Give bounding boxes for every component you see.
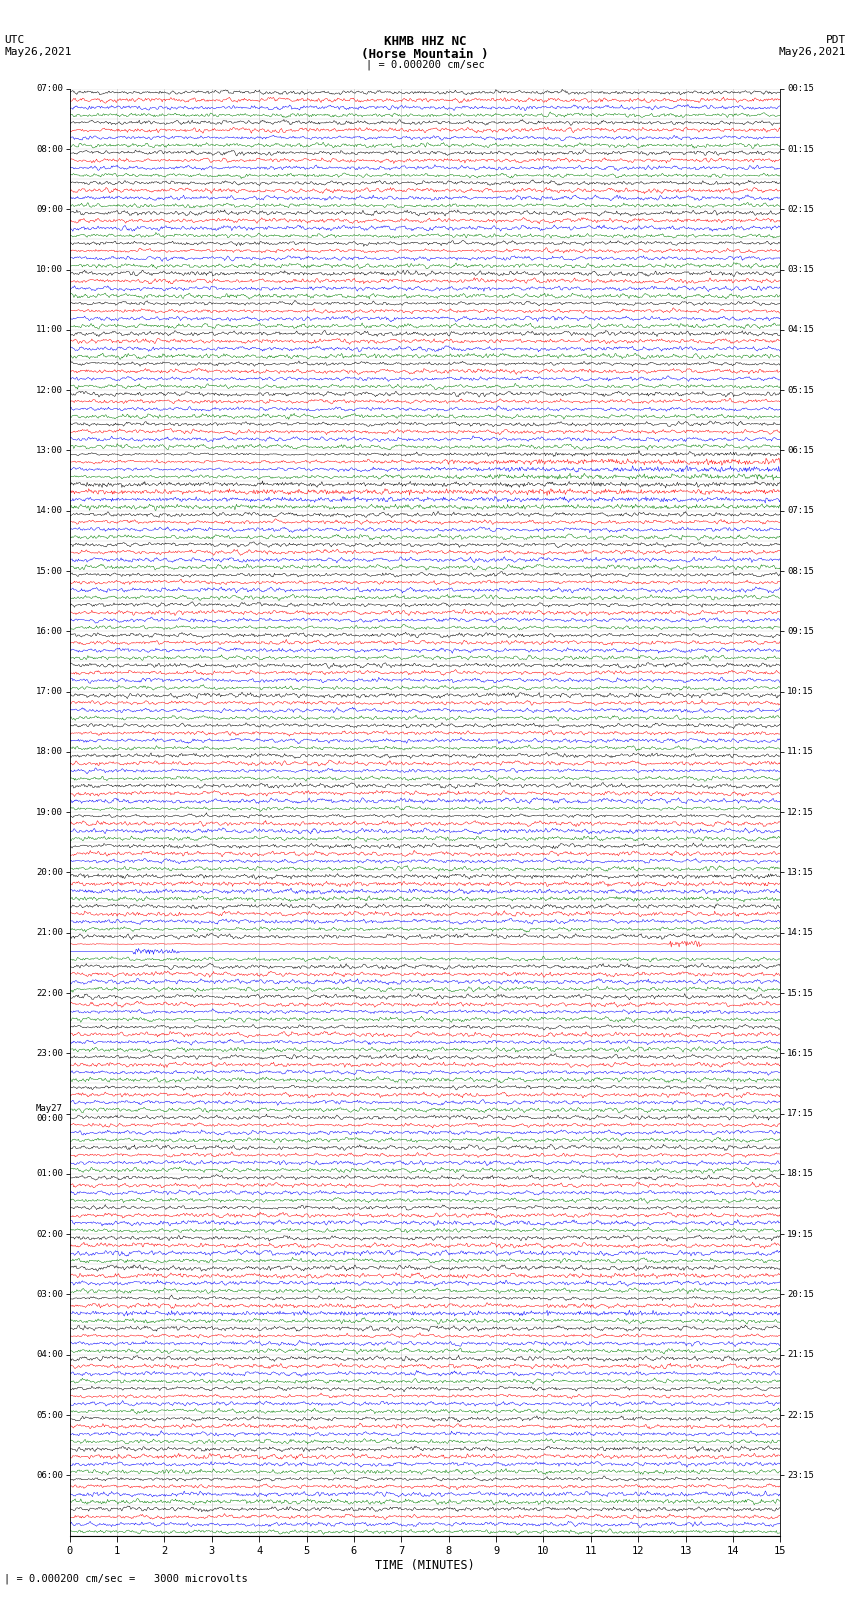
- Text: | = 0.000200 cm/sec =   3000 microvolts: | = 0.000200 cm/sec = 3000 microvolts: [4, 1573, 248, 1584]
- X-axis label: TIME (MINUTES): TIME (MINUTES): [375, 1558, 475, 1571]
- Text: KHMB HHZ NC: KHMB HHZ NC: [383, 35, 467, 48]
- Text: (Horse Mountain ): (Horse Mountain ): [361, 48, 489, 61]
- Text: | = 0.000200 cm/sec: | = 0.000200 cm/sec: [366, 60, 484, 71]
- Text: PDT: PDT: [825, 35, 846, 45]
- Text: May26,2021: May26,2021: [779, 47, 846, 56]
- Text: UTC: UTC: [4, 35, 25, 45]
- Text: May26,2021: May26,2021: [4, 47, 71, 56]
